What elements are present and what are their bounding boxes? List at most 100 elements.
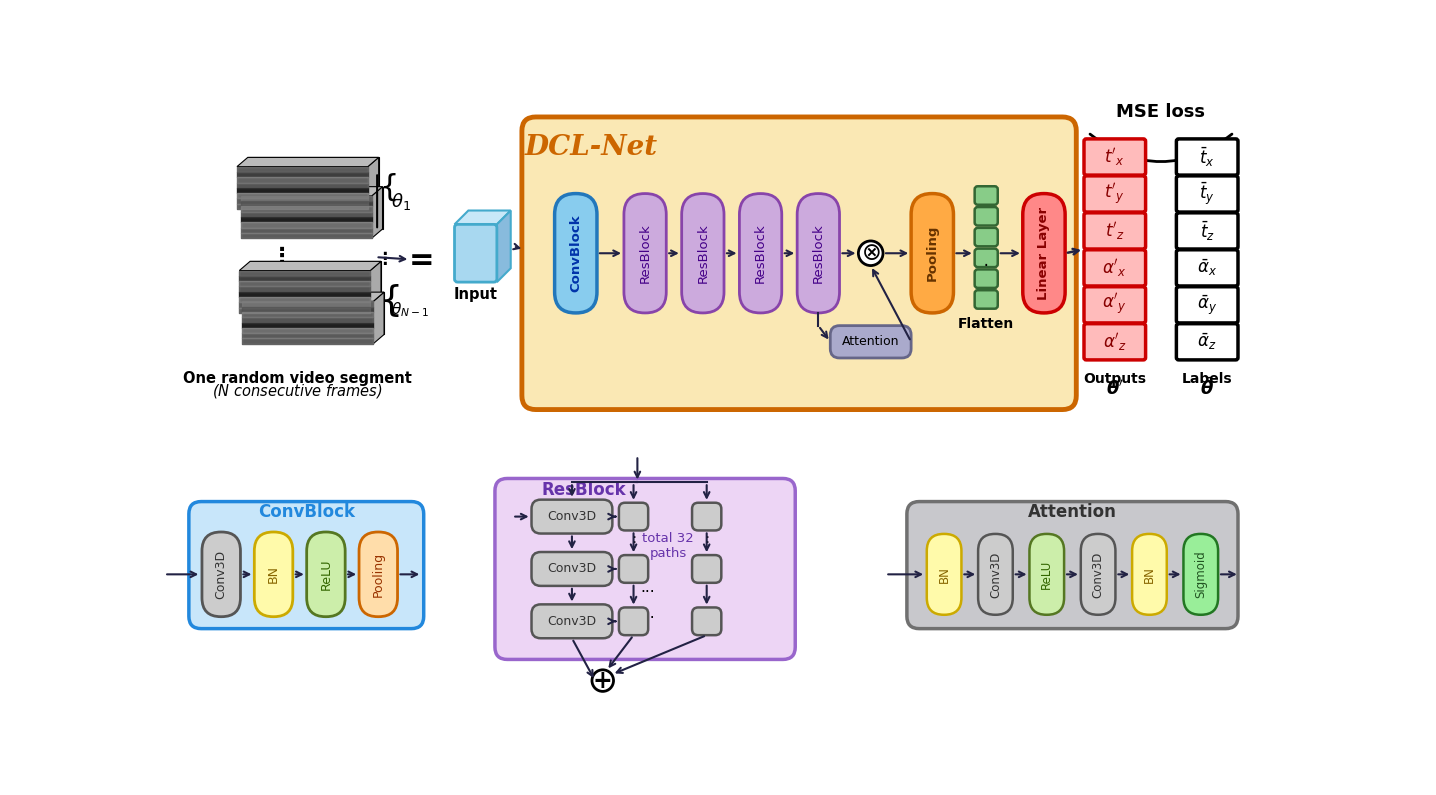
- FancyBboxPatch shape: [531, 499, 612, 533]
- Text: Conv3D: Conv3D: [547, 510, 596, 523]
- Text: Input: Input: [454, 287, 498, 302]
- FancyBboxPatch shape: [202, 532, 240, 617]
- Text: Conv3D: Conv3D: [547, 562, 596, 576]
- Text: $\alpha'_y$: $\alpha'_y$: [1103, 293, 1127, 317]
- Text: $\otimes$: $\otimes$: [862, 241, 880, 266]
- Text: BN: BN: [1143, 566, 1156, 583]
- Polygon shape: [251, 187, 382, 229]
- Polygon shape: [455, 211, 511, 224]
- FancyBboxPatch shape: [1084, 213, 1146, 249]
- Text: total 32
paths: total 32 paths: [642, 532, 694, 560]
- Text: ...: ...: [640, 580, 655, 595]
- Polygon shape: [237, 157, 379, 167]
- Text: Sigmoid: Sigmoid: [1195, 550, 1208, 598]
- FancyBboxPatch shape: [1183, 534, 1218, 615]
- FancyBboxPatch shape: [740, 193, 781, 313]
- Text: $\theta_1$: $\theta_1$: [391, 191, 411, 212]
- FancyBboxPatch shape: [975, 228, 998, 246]
- FancyBboxPatch shape: [975, 290, 998, 308]
- Text: ⋮: ⋮: [376, 250, 393, 268]
- Text: MSE loss: MSE loss: [1117, 103, 1205, 121]
- Text: ResBlock: ResBlock: [639, 223, 652, 283]
- FancyBboxPatch shape: [692, 555, 721, 583]
- Text: $\bar{t}_x$: $\bar{t}_x$: [1199, 145, 1215, 169]
- Text: $\alpha'_x$: $\alpha'_x$: [1103, 257, 1127, 279]
- FancyBboxPatch shape: [692, 607, 721, 635]
- FancyBboxPatch shape: [692, 502, 721, 530]
- Text: $\bar{\alpha}_x$: $\bar{\alpha}_x$: [1198, 258, 1218, 278]
- FancyBboxPatch shape: [619, 502, 648, 530]
- Text: ⋮: ⋮: [270, 247, 293, 267]
- Text: ResBlock: ResBlock: [811, 223, 824, 283]
- FancyBboxPatch shape: [797, 193, 840, 313]
- Text: Linear Layer: Linear Layer: [1037, 207, 1051, 300]
- Text: $\bar{\boldsymbol{\theta}}$: $\bar{\boldsymbol{\theta}}$: [1200, 378, 1213, 399]
- FancyBboxPatch shape: [682, 193, 724, 313]
- Text: ResBlock: ResBlock: [696, 223, 709, 283]
- Polygon shape: [372, 187, 382, 238]
- FancyBboxPatch shape: [1176, 139, 1238, 175]
- Polygon shape: [240, 262, 381, 270]
- Polygon shape: [250, 262, 381, 304]
- FancyBboxPatch shape: [975, 270, 998, 288]
- Bar: [240, 270, 370, 313]
- FancyBboxPatch shape: [619, 607, 648, 635]
- Text: =: =: [409, 246, 435, 275]
- Text: Attention: Attention: [1028, 503, 1117, 521]
- FancyBboxPatch shape: [619, 555, 648, 583]
- FancyBboxPatch shape: [1030, 534, 1064, 615]
- Text: ⋮: ⋮: [626, 535, 640, 550]
- Polygon shape: [497, 211, 511, 282]
- Polygon shape: [243, 292, 383, 301]
- Text: $\boldsymbol{\theta}'$: $\boldsymbol{\theta}'$: [1106, 380, 1124, 399]
- FancyBboxPatch shape: [623, 193, 666, 313]
- Text: ⋮: ⋮: [969, 241, 995, 266]
- FancyBboxPatch shape: [1022, 193, 1066, 313]
- Text: BN: BN: [267, 565, 280, 584]
- Text: ⋮: ⋮: [978, 262, 995, 280]
- FancyBboxPatch shape: [975, 186, 998, 205]
- Text: ResBlock: ResBlock: [754, 223, 767, 283]
- FancyBboxPatch shape: [978, 534, 1012, 615]
- FancyBboxPatch shape: [531, 552, 612, 586]
- Circle shape: [859, 241, 883, 266]
- FancyBboxPatch shape: [1176, 250, 1238, 286]
- Text: Attention: Attention: [841, 335, 899, 348]
- Polygon shape: [373, 292, 383, 343]
- FancyBboxPatch shape: [521, 117, 1077, 409]
- FancyBboxPatch shape: [1084, 287, 1146, 323]
- Text: $\bar{\alpha}_y$: $\bar{\alpha}_y$: [1198, 293, 1218, 316]
- FancyBboxPatch shape: [307, 532, 345, 617]
- Text: $t'_y$: $t'_y$: [1104, 181, 1126, 207]
- FancyBboxPatch shape: [1084, 324, 1146, 360]
- Text: $t'_z$: $t'_z$: [1104, 220, 1124, 242]
- FancyBboxPatch shape: [1084, 139, 1146, 175]
- Polygon shape: [248, 157, 379, 200]
- Text: Labels: Labels: [1182, 371, 1232, 386]
- FancyBboxPatch shape: [1084, 250, 1146, 286]
- Text: ConvBlock: ConvBlock: [258, 503, 355, 521]
- FancyBboxPatch shape: [359, 532, 398, 617]
- Text: Conv3D: Conv3D: [547, 615, 596, 628]
- FancyBboxPatch shape: [531, 604, 612, 638]
- Text: Flatten: Flatten: [958, 317, 1014, 332]
- FancyBboxPatch shape: [926, 534, 962, 615]
- FancyBboxPatch shape: [495, 479, 796, 659]
- Text: ($N$ consecutive frames): ($N$ consecutive frames): [211, 382, 382, 400]
- FancyBboxPatch shape: [908, 502, 1238, 629]
- FancyBboxPatch shape: [254, 532, 293, 617]
- FancyBboxPatch shape: [1081, 534, 1116, 615]
- Text: {: {: [379, 173, 399, 201]
- Polygon shape: [253, 292, 383, 335]
- FancyBboxPatch shape: [190, 502, 424, 629]
- Text: Pooling: Pooling: [926, 225, 939, 281]
- Text: Outputs: Outputs: [1083, 371, 1146, 386]
- FancyBboxPatch shape: [1084, 176, 1146, 212]
- Text: ResBlock: ResBlock: [541, 482, 626, 499]
- FancyBboxPatch shape: [1176, 213, 1238, 249]
- FancyBboxPatch shape: [455, 224, 497, 282]
- Text: Pooling: Pooling: [372, 552, 385, 597]
- Text: ...: ...: [640, 606, 655, 621]
- Text: $t'_x$: $t'_x$: [1104, 146, 1124, 168]
- Text: ⋮: ⋮: [699, 535, 714, 550]
